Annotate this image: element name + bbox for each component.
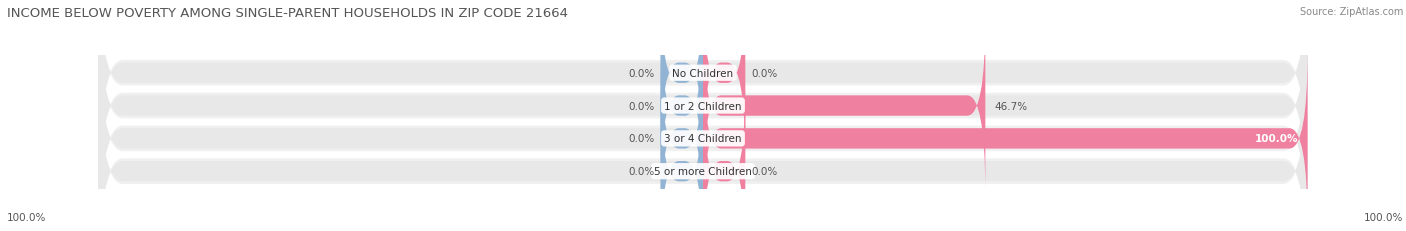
Text: 0.0%: 0.0% xyxy=(628,101,655,111)
Text: 100.0%: 100.0% xyxy=(1256,134,1299,144)
FancyBboxPatch shape xyxy=(703,84,745,231)
Text: 1 or 2 Children: 1 or 2 Children xyxy=(664,101,742,111)
Text: 46.7%: 46.7% xyxy=(994,101,1028,111)
Text: No Children: No Children xyxy=(672,68,734,78)
FancyBboxPatch shape xyxy=(661,18,703,194)
FancyBboxPatch shape xyxy=(661,84,703,231)
Text: 0.0%: 0.0% xyxy=(628,68,655,78)
Text: INCOME BELOW POVERTY AMONG SINGLE-PARENT HOUSEHOLDS IN ZIP CODE 21664: INCOME BELOW POVERTY AMONG SINGLE-PARENT… xyxy=(7,7,568,20)
Text: 100.0%: 100.0% xyxy=(1364,212,1403,222)
FancyBboxPatch shape xyxy=(98,21,1308,231)
FancyBboxPatch shape xyxy=(98,51,1308,231)
FancyBboxPatch shape xyxy=(98,0,1308,191)
Text: 100.0%: 100.0% xyxy=(7,212,46,222)
Text: 0.0%: 0.0% xyxy=(751,68,778,78)
FancyBboxPatch shape xyxy=(661,51,703,227)
Text: 0.0%: 0.0% xyxy=(628,167,655,176)
FancyBboxPatch shape xyxy=(98,0,1308,224)
Text: 5 or more Children: 5 or more Children xyxy=(654,167,752,176)
Text: Source: ZipAtlas.com: Source: ZipAtlas.com xyxy=(1299,7,1403,17)
Text: 0.0%: 0.0% xyxy=(628,134,655,144)
FancyBboxPatch shape xyxy=(661,0,703,161)
FancyBboxPatch shape xyxy=(703,51,1308,227)
FancyBboxPatch shape xyxy=(703,18,986,194)
Text: 0.0%: 0.0% xyxy=(751,167,778,176)
FancyBboxPatch shape xyxy=(703,0,745,161)
Text: 3 or 4 Children: 3 or 4 Children xyxy=(664,134,742,144)
FancyBboxPatch shape xyxy=(98,0,1308,194)
FancyBboxPatch shape xyxy=(98,0,1308,227)
FancyBboxPatch shape xyxy=(98,54,1308,231)
FancyBboxPatch shape xyxy=(98,18,1308,231)
